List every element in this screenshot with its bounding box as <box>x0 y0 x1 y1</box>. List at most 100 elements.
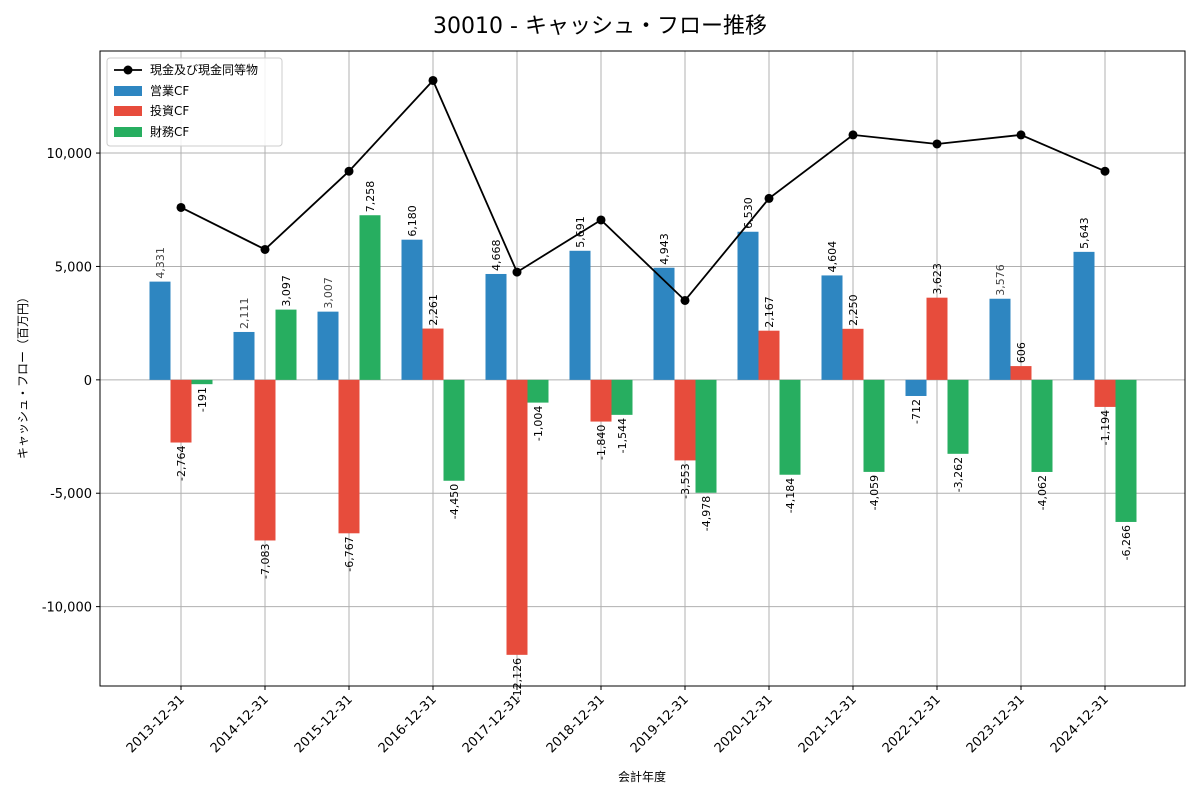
data-label: 3,576 <box>994 264 1007 296</box>
x-axis-label: 会計年度 <box>618 769 666 784</box>
data-label: -3,553 <box>679 463 692 498</box>
data-label: 5,643 <box>1078 217 1091 249</box>
x-tick-label: 2020-12-31 <box>712 692 776 756</box>
data-label: -6,767 <box>343 536 356 571</box>
data-label: -12,126 <box>511 658 524 700</box>
x-tick-label: 2024-12-31 <box>1048 692 1112 756</box>
bar-investing <box>590 379 612 422</box>
cash-point <box>428 75 438 85</box>
data-label: 2,261 <box>427 294 440 326</box>
data-label: 4,668 <box>490 239 503 271</box>
cash-point <box>344 166 354 176</box>
data-label: -2,764 <box>175 446 188 481</box>
bar-financing <box>443 379 465 481</box>
bar-financing <box>1031 379 1053 472</box>
data-label: -6,266 <box>1120 525 1133 560</box>
bar-investing <box>170 379 192 443</box>
line-layer <box>176 75 1110 305</box>
x-tick-label: 2013-12-31 <box>124 692 188 756</box>
cash-point <box>1016 130 1026 140</box>
bar-investing <box>506 379 528 655</box>
data-label: -4,978 <box>700 496 713 531</box>
bar-financing <box>779 379 801 475</box>
legend-label-financing: 財務CF <box>150 124 189 139</box>
cash-point <box>764 193 774 203</box>
data-label: 3,097 <box>280 275 293 307</box>
bar-financing <box>275 309 297 380</box>
y-tick-label: 10,000 <box>47 147 93 162</box>
bar-operating <box>821 275 843 380</box>
y-tick-label: -10,000 <box>42 601 92 616</box>
legend-line-marker <box>123 65 133 75</box>
y-tick-label: 0 <box>84 374 92 389</box>
data-labels-layer: 4,331 2,111 3,007 6,180 4,668 5,691 4,943 6,530… <box>154 181 1133 701</box>
bar-financing <box>611 379 633 415</box>
data-label: 4,943 <box>658 233 671 265</box>
data-label: 4,331 <box>154 247 167 279</box>
bar-operating <box>485 273 507 380</box>
data-label: 4,604 <box>826 241 839 273</box>
data-label: -3,262 <box>952 457 965 492</box>
x-tick-label: 2019-12-31 <box>628 692 692 756</box>
x-tick-label: 2023-12-31 <box>964 692 1028 756</box>
x-tick-label: 2014-12-31 <box>208 692 272 756</box>
bar-operating <box>317 311 339 380</box>
data-label: 6,530 <box>742 197 755 229</box>
cash-point <box>932 139 942 149</box>
cash-point <box>176 202 186 212</box>
plot-frame <box>99 50 1186 687</box>
bar-investing <box>926 297 948 380</box>
data-label: 606 <box>1015 342 1028 363</box>
x-tick-label: 2017-12-31 <box>460 692 524 756</box>
cash-point <box>596 215 606 225</box>
bar-operating <box>569 250 591 380</box>
data-label: -7,083 <box>259 543 272 578</box>
y-tick-label: 5,000 <box>55 260 92 275</box>
bar-operating <box>401 239 423 380</box>
bar-operating <box>737 231 759 380</box>
bar-operating <box>653 267 675 380</box>
bar-operating <box>233 331 255 380</box>
legend-label-cash: 現金及び現金同等物 <box>150 62 258 77</box>
data-label: -1,004 <box>532 406 545 441</box>
x-tick-label: 2022-12-31 <box>880 692 944 756</box>
legend-label-operating: 営業CF <box>150 84 189 98</box>
bar-investing <box>338 379 360 534</box>
bar-financing <box>1115 379 1137 522</box>
legend-box <box>106 57 283 147</box>
legend-swatch-financing <box>114 127 142 137</box>
legend-swatch-operating <box>114 86 142 96</box>
bar-financing <box>863 379 885 472</box>
bar-operating <box>989 298 1011 380</box>
data-label: -4,450 <box>448 484 461 519</box>
bar-operating <box>149 281 171 380</box>
x-tick-label: 2018-12-31 <box>544 692 608 756</box>
data-label: -712 <box>910 399 923 424</box>
legend-label-investing: 投資CF <box>150 103 189 118</box>
data-label: 2,250 <box>847 294 860 326</box>
cash-line <box>180 78 1106 302</box>
legend-swatch-investing <box>114 106 142 116</box>
data-label: -1,840 <box>595 425 608 460</box>
x-tick-label: 2015-12-31 <box>292 692 356 756</box>
data-label: -191 <box>196 387 209 412</box>
data-label: 7,258 <box>364 181 377 213</box>
chart-title: 30010 - キャッシュ・フロー推移 <box>433 14 767 39</box>
data-label: -4,184 <box>784 478 797 513</box>
data-label: 3,007 <box>322 277 335 309</box>
data-label: -1,194 <box>1099 410 1112 445</box>
data-label: -4,062 <box>1036 475 1049 510</box>
bar-financing <box>527 379 549 403</box>
bar-investing <box>758 330 780 380</box>
bar-investing <box>842 328 864 380</box>
bar-financing <box>191 379 213 385</box>
y-axis-label: キャッシュ・フロー（百万円） <box>16 291 30 459</box>
x-tick-label: 2021-12-31 <box>796 692 860 756</box>
bar-operating <box>905 379 927 396</box>
bar-investing <box>1094 379 1116 407</box>
data-label: 2,167 <box>763 296 776 328</box>
data-label: -1,544 <box>616 418 629 453</box>
bar-investing <box>674 379 696 461</box>
